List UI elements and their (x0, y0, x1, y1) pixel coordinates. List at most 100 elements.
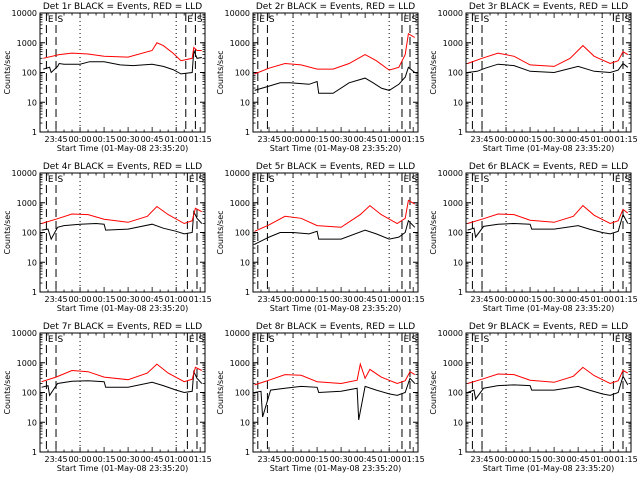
y-tick-label: 10 (453, 258, 463, 267)
x-tick-label: 01:15 (615, 455, 638, 464)
marker-label: E (259, 335, 265, 345)
marker-label: S (198, 175, 204, 185)
y-axis-label: Counts/sec (216, 370, 225, 414)
x-tick-label: 23:45 (470, 135, 493, 144)
marker-label: S (484, 175, 490, 185)
y-tick-label: 100 (22, 69, 37, 78)
chart-title: Det 6r BLACK = Events, RED = LLD (469, 162, 628, 172)
chart-panel-8: Det 8r BLACK = Events, RED = LLD 1 10 100 10… (216, 322, 425, 473)
x-tick-label: 00:30 (330, 455, 353, 464)
chart-title: Det 2r BLACK = Events, RED = LLD (256, 2, 415, 12)
x-tick-label: 00:30 (117, 135, 140, 144)
x-tick-label: 00:45 (567, 455, 590, 464)
x-tick-label: 00:15 (306, 135, 329, 144)
x-axis-label: Start Time (01-May-08 23:35:20) (270, 304, 401, 313)
x-tick-label: 00:30 (330, 135, 353, 144)
y-tick-label: 10000 (438, 9, 463, 18)
marker-label: S (58, 335, 64, 345)
y-tick-label: 1 (32, 128, 37, 137)
x-axis-label: Start Time (01-May-08 23:35:20) (270, 464, 401, 473)
x-tick-label: 00:45 (567, 295, 590, 304)
x-axis-label: Start Time (01-May-08 23:35:20) (483, 144, 614, 153)
x-tick-label: 01:00 (591, 135, 614, 144)
y-tick-label: 10000 (438, 329, 463, 338)
x-tick-label: 00:00 (69, 295, 92, 304)
x-tick-label: 01:15 (402, 135, 425, 144)
series-line-lld (467, 204, 629, 225)
series-line-events (41, 209, 203, 241)
chart-panel-7: Det 7r BLACK = Events, RED = LLD 1 10 100 10… (3, 322, 212, 473)
marker-label: S (269, 175, 275, 185)
y-tick-label: 10 (240, 258, 250, 267)
x-tick-label: 01:15 (189, 455, 212, 464)
x-tick-label: 00:15 (519, 455, 542, 464)
marker-label: E (615, 335, 621, 345)
y-tick-label: 10 (27, 418, 37, 427)
series-line-lld (254, 33, 416, 75)
marker-label: E (259, 175, 265, 185)
chart-title: Det 7r BLACK = Events, RED = LLD (43, 322, 202, 332)
y-tick-label: 10000 (12, 329, 37, 338)
x-tick-label: 01:00 (378, 135, 401, 144)
x-tick-label: 01:15 (615, 295, 638, 304)
y-tick-label: 10 (240, 98, 250, 107)
x-tick-label: 00:45 (141, 135, 164, 144)
x-tick-label: 00:00 (69, 135, 92, 144)
x-tick-label: 01:15 (189, 135, 212, 144)
marker-label: S (624, 175, 630, 185)
y-axis-label: Counts/sec (3, 50, 12, 94)
x-axis-label: Start Time (01-May-08 23:35:20) (57, 144, 188, 153)
x-tick-label: 23:45 (257, 295, 280, 304)
x-tick-label: 00:45 (354, 135, 377, 144)
chart-title: Det 1r BLACK = Events, RED = LLD (43, 2, 202, 12)
marker-label: E (189, 175, 195, 185)
x-axis-label: Start Time (01-May-08 23:35:20) (57, 304, 188, 313)
x-tick-label: 00:00 (282, 455, 305, 464)
plot-frame (465, 332, 632, 453)
x-tick-label: 23:45 (257, 135, 280, 144)
marker-label: S (624, 15, 630, 25)
plot-frame (252, 172, 419, 293)
x-tick-label: 01:15 (189, 295, 212, 304)
marker-label: S (484, 335, 490, 345)
y-tick-label: 100 (22, 229, 37, 238)
x-tick-label: 23:45 (44, 295, 67, 304)
marker-label: S (624, 335, 630, 345)
x-tick-label: 01:15 (402, 455, 425, 464)
y-tick-label: 10 (453, 418, 463, 427)
x-tick-label: 00:30 (543, 135, 566, 144)
marker-label: S (411, 15, 417, 25)
series-line-events (254, 377, 416, 420)
marker-label: E (615, 15, 621, 25)
plot-frame (252, 332, 419, 453)
series-line-lld (254, 199, 416, 232)
y-tick-label: 100 (22, 389, 37, 398)
x-tick-label: 00:15 (306, 295, 329, 304)
x-tick-label: 00:45 (141, 455, 164, 464)
y-tick-label: 1 (245, 288, 250, 297)
marker-label: E (259, 15, 265, 25)
plot-frame (39, 12, 206, 133)
x-tick-label: 01:00 (591, 455, 614, 464)
x-tick-label: 01:00 (165, 455, 188, 464)
y-tick-label: 100 (235, 389, 250, 398)
x-tick-label: 00:00 (495, 135, 518, 144)
x-tick-label: 00:30 (330, 295, 353, 304)
x-axis-label: Start Time (01-May-08 23:35:20) (270, 144, 401, 153)
series-line-events (467, 62, 629, 74)
y-tick-label: 10 (453, 98, 463, 107)
y-tick-label: 100 (235, 229, 250, 238)
x-tick-label: 01:00 (591, 295, 614, 304)
y-tick-label: 1000 (230, 359, 250, 368)
x-tick-label: 00:45 (354, 455, 377, 464)
y-axis-label: Counts/sec (3, 210, 12, 254)
x-tick-label: 00:45 (567, 135, 590, 144)
y-tick-label: 100 (448, 229, 463, 238)
series-line-events (467, 213, 629, 239)
y-tick-label: 1 (245, 128, 250, 137)
series-line-events (467, 375, 629, 401)
x-tick-label: 23:45 (44, 455, 67, 464)
x-tick-label: 23:45 (44, 135, 67, 144)
y-axis-label: Counts/sec (3, 370, 12, 414)
marker-label: E (403, 335, 409, 345)
